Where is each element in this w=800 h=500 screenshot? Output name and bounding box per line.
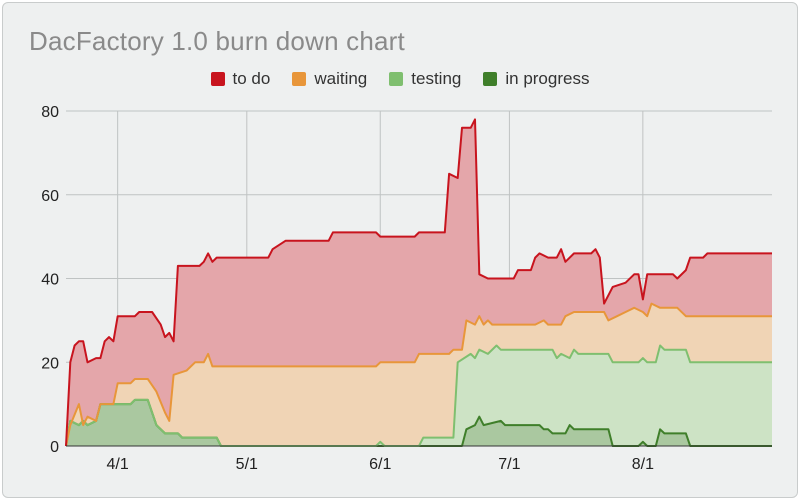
y-tick-label: 0 (50, 439, 59, 456)
legend-label-to-do: to do (232, 69, 271, 88)
legend-swatch-testing (389, 72, 404, 86)
legend-swatch-in-progress (483, 72, 498, 86)
x-tick-label: 7/1 (498, 456, 520, 473)
series-line-waiting (65, 302, 772, 447)
y-tick-label: 40 (41, 272, 59, 289)
legend-item-testing[interactable]: testing (389, 69, 461, 89)
series-area-testing (66, 345, 772, 446)
series-line-to-do (65, 118, 772, 447)
legend-swatch-waiting (292, 72, 307, 86)
legend-swatch-to-do (210, 72, 225, 86)
x-tick-label: 4/1 (107, 456, 129, 473)
x-tick-label: 5/1 (236, 456, 258, 473)
series-line-testing (65, 344, 772, 447)
x-tick-label: 6/1 (369, 456, 391, 473)
y-tick-label: 20 (41, 355, 59, 372)
x-tick-label: 8/1 (632, 456, 654, 473)
legend-label-waiting: waiting (314, 69, 368, 88)
legend-label-in-progress: in progress (505, 69, 590, 88)
legend-item-to-do[interactable]: to do (210, 69, 271, 89)
chart-title: DacFactory 1.0 burn down chart (29, 26, 405, 56)
series-area-in-progress (66, 399, 772, 446)
chart-legend: to do waiting testing in progress (0, 69, 800, 89)
legend-label-testing: testing (411, 69, 462, 88)
legend-item-in-progress[interactable]: in progress (483, 69, 589, 89)
y-tick-label: 80 (41, 104, 59, 121)
legend-item-waiting[interactable]: waiting (292, 69, 367, 89)
y-tick-label: 60 (41, 188, 59, 205)
